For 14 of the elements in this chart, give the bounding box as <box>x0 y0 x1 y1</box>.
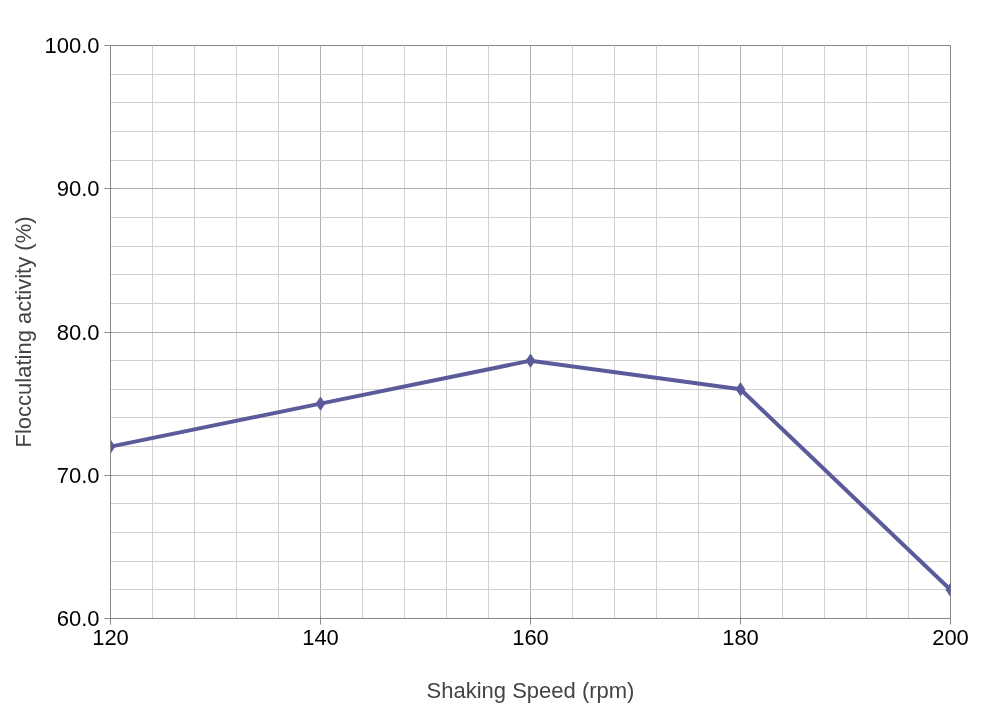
x-tick-label: 200 <box>932 624 969 650</box>
point <box>315 396 326 411</box>
y-tick-label: 90.0 <box>56 176 100 202</box>
x-tick-label: 140 <box>302 624 339 650</box>
y-tick-label: 80.0 <box>56 319 100 345</box>
x-tick-label: 180 <box>722 624 759 650</box>
x-axis-title: Shaking Speed (rpm) <box>426 677 635 703</box>
y-tick-label: 70.0 <box>56 462 100 488</box>
y-tick-label: 100.0 <box>44 33 100 58</box>
point <box>525 353 536 368</box>
x-tick-label: 160 <box>512 624 549 650</box>
y-axis-title: Flocculating activity (%) <box>11 216 37 448</box>
y-tick-label: 60.0 <box>56 606 100 631</box>
point <box>735 382 746 397</box>
